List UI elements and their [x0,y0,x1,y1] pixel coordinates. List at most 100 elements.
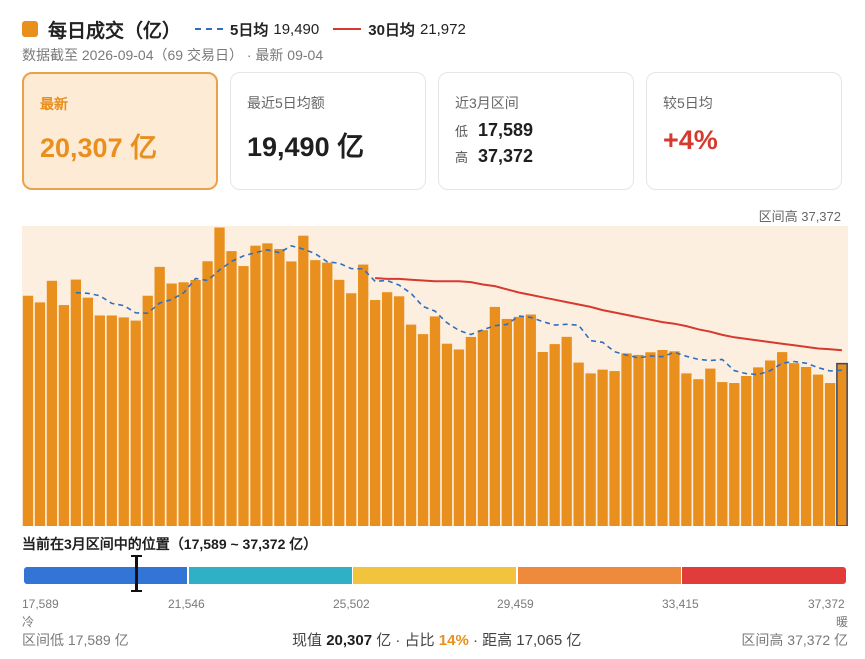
bar[interactable] [597,369,608,526]
bar[interactable] [166,283,177,527]
now-label: 现值 [292,632,323,649]
share-value: 14% [438,632,469,649]
bar[interactable] [334,279,345,526]
bar[interactable] [537,352,548,526]
range-high-row: 高 37,372 [455,146,533,167]
latest-card[interactable]: 最新 20,307 亿 [22,72,218,190]
bar[interactable] [405,324,417,526]
bar[interactable] [477,330,489,526]
bar[interactable] [370,300,381,526]
bar[interactable] [118,317,129,526]
bar[interactable] [633,354,644,526]
bar[interactable] [788,363,800,526]
now-unit: 亿 · 占比 [376,632,435,649]
bar[interactable] [693,379,704,526]
ma5-line [75,244,843,376]
latest-value: 20,307 亿 [40,133,158,163]
now-value: 20,307 [326,632,373,649]
bar[interactable] [393,296,405,526]
legend-ma5-name: 5日均 [230,21,269,39]
bar[interactable] [82,297,93,526]
bar[interactable] [58,305,70,526]
bar[interactable] [250,245,261,526]
bar[interactable] [741,376,752,526]
bar[interactable] [609,371,620,526]
bar[interactable] [381,292,393,526]
bar-latest[interactable] [836,362,848,526]
bar[interactable] [465,336,477,526]
bar[interactable] [489,306,501,526]
bar[interactable] [46,280,58,526]
range-high-note: 区间高 37,372 [758,209,841,224]
bar[interactable] [800,366,812,526]
bar[interactable] [561,336,572,526]
bar[interactable] [262,243,273,526]
bar[interactable] [681,373,692,526]
bar[interactable] [70,279,82,526]
distance-text: · 距高 17,065 亿 [472,632,582,649]
bar[interactable] [705,368,716,526]
chart-title: 每日成交（亿） [48,20,182,42]
bar[interactable] [358,264,369,526]
bar[interactable] [729,383,740,526]
bar[interactable] [765,360,776,526]
bar[interactable] [346,293,357,526]
bar[interactable] [824,383,836,526]
bar[interactable] [669,351,680,526]
bar[interactable] [777,352,788,526]
scale-tick-1: 17,589 [22,597,59,611]
bar[interactable] [94,315,105,526]
legend-ma5[interactable]: 5日均 19,490 [195,19,319,40]
bar[interactable] [501,318,512,526]
bar[interactable] [525,314,536,526]
scale-tick-5: 33,415 [662,597,699,611]
bar[interactable] [310,260,321,526]
bar[interactable] [226,251,237,526]
avg5-card[interactable]: 最近5日均额 19,490 亿 [230,72,426,190]
bar[interactable] [429,316,441,526]
bar[interactable] [657,350,668,526]
bar[interactable] [190,279,201,526]
avg5-value: 19,490 亿 [247,132,365,162]
bar[interactable] [130,320,141,526]
scale-segment-5 [682,567,846,584]
bar[interactable] [417,334,429,526]
range-high-label: 高 [455,150,469,165]
bar[interactable] [34,302,46,526]
bar[interactable] [106,315,117,526]
cold-label: 冷 [22,615,35,629]
bar[interactable] [621,353,632,526]
bar[interactable] [214,227,225,526]
title-color-swatch [22,21,38,37]
legend-ma30-line [333,28,362,30]
bar[interactable] [202,261,213,526]
footer-current: 现值 20,307 亿 · 占比 14% · 距高 17,065 亿 [292,629,581,650]
range-card[interactable]: 近3月区间 低 17,589 高 37,372 [438,72,634,190]
position-title: 当前在3月区间中的位置（17,589 ~ 37,372 亿） [22,536,318,552]
position-marker[interactable] [131,555,143,592]
bar[interactable] [322,262,333,526]
legend-ma30[interactable]: 30日均 21,972 [333,19,466,40]
vs5-card[interactable]: 较5日均 +4% [646,72,842,190]
bar[interactable] [585,373,596,526]
bar[interactable] [142,295,153,526]
vs5-value: +4% [663,125,718,155]
bar[interactable] [22,295,34,526]
bar[interactable] [178,282,189,526]
bar[interactable] [753,367,764,526]
bar[interactable] [573,362,584,526]
bar[interactable] [286,261,297,526]
bar[interactable] [549,344,560,526]
bar[interactable] [154,266,165,526]
bar[interactable] [441,343,453,526]
scale-tick-3: 25,502 [333,597,370,611]
bar[interactable] [298,235,309,526]
bar[interactable] [513,316,524,526]
range-low-label: 低 [455,124,469,139]
bar[interactable] [812,374,824,526]
bar[interactable] [717,382,728,526]
bar[interactable] [645,352,656,526]
bar[interactable] [274,248,285,526]
bar[interactable] [453,349,465,526]
bar[interactable] [238,266,249,526]
